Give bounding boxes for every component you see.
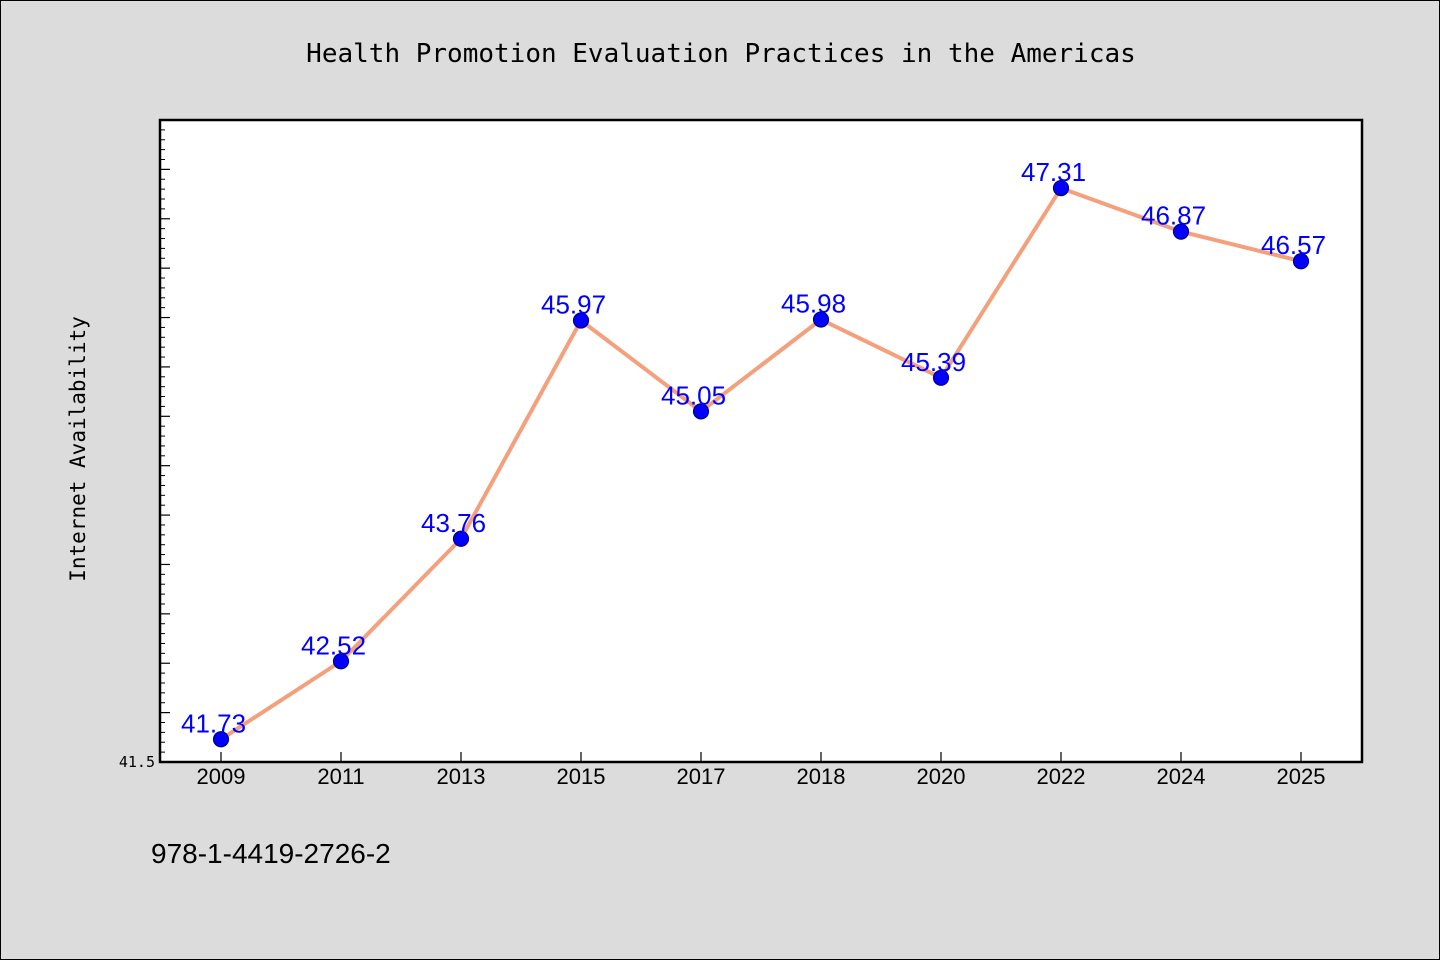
x-tick-label: 2009 [197, 764, 246, 789]
data-label: 43.76 [421, 508, 486, 538]
x-tick-label: 2024 [1157, 764, 1206, 789]
x-tick-label: 2022 [1037, 764, 1086, 789]
y-tick-label: 41.5 [119, 753, 155, 771]
data-point [452, 530, 470, 547]
data-label: 46.87 [1141, 201, 1206, 231]
data-point [332, 653, 350, 670]
data-label: 45.97 [541, 290, 606, 320]
data-label: 46.57 [1261, 230, 1326, 260]
data-point [932, 369, 950, 386]
data-point [1052, 180, 1070, 197]
y-axis-ticks: 41.5 [119, 119, 170, 771]
y-axis-label: Internet Availability [66, 316, 90, 582]
data-point [1172, 223, 1190, 240]
x-tick-label: 2025 [1277, 764, 1326, 789]
plot-area [158, 118, 1364, 764]
data-point [212, 731, 230, 748]
chart-title: Health Promotion Evaluation Practices in… [306, 39, 1136, 69]
data-label: 42.52 [301, 630, 366, 660]
data-point [692, 403, 710, 420]
x-tick-label: 2015 [557, 764, 606, 789]
x-tick-label: 2011 [317, 764, 364, 789]
data-point [572, 312, 590, 329]
x-tick-label: 2020 [917, 764, 966, 789]
x-tick-label: 2013 [437, 764, 486, 789]
data-labels-layer: 41.73 42.52 43.76 45.97 45.05 45.98 45.39 47.31… [181, 157, 1326, 738]
data-label: 45.98 [781, 289, 846, 319]
x-axis-ticks: 2009 2011 2013 2015 2017 2018 2020 2022 2024 2025 [197, 752, 1326, 789]
series-layer [212, 180, 1310, 748]
data-label: 45.39 [901, 347, 966, 377]
data-point [812, 311, 830, 328]
x-tick-label: 2017 [677, 764, 726, 789]
data-label: 47.31 [1021, 157, 1086, 187]
x-tick-label: 2018 [797, 764, 846, 789]
isbn-footer: 978-1-4419-2726-2 [151, 838, 391, 869]
data-label: 45.05 [661, 380, 726, 410]
data-point [1292, 253, 1310, 270]
series-line [219, 186, 1303, 742]
data-label: 41.73 [181, 708, 246, 738]
